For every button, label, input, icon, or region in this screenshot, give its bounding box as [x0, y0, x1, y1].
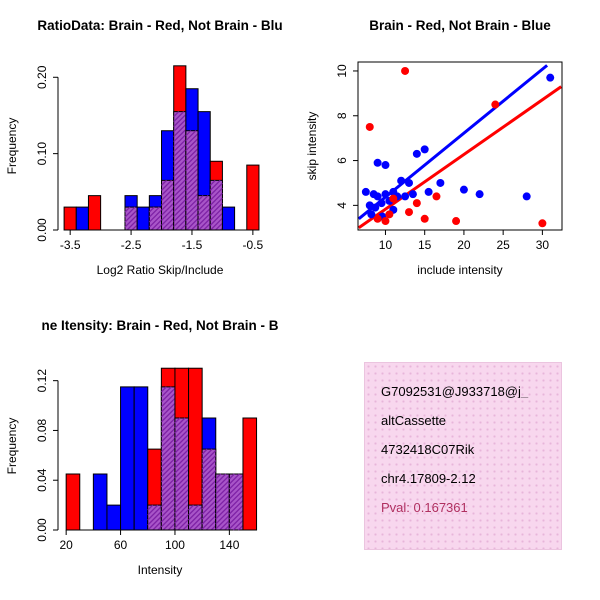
ratio-histogram-chart: -3.5 -2.5 -1.5 -0.5 0.00 0.10 0.20 RatioData: B…	[5, 18, 283, 277]
svg-text:0.08: 0.08	[35, 418, 49, 442]
svg-text:Frequency: Frequency	[5, 118, 19, 175]
svg-text:0.00: 0.00	[35, 518, 49, 542]
panel-intensity-scatter: 10 15 20 25 30 4 6 8 10 Brain - Red, Not Brain - …	[300, 0, 600, 300]
svg-text:0.10: 0.10	[35, 142, 49, 166]
svg-text:30: 30	[536, 238, 550, 252]
svg-text:-0.5: -0.5	[243, 238, 264, 252]
svg-text:25: 25	[496, 238, 510, 252]
svg-text:140: 140	[219, 538, 239, 552]
svg-text:-2.5: -2.5	[121, 238, 142, 252]
svg-text:20: 20	[457, 238, 471, 252]
info-line-pval: Pval: 0.167361	[381, 501, 468, 514]
svg-text:0.00: 0.00	[35, 218, 49, 242]
svg-text:Log2 Ratio Skip/Include: Log2 Ratio Skip/Include	[97, 263, 224, 277]
svg-text:include intensity: include intensity	[417, 263, 502, 277]
svg-text:0.04: 0.04	[35, 468, 49, 492]
svg-text:10: 10	[335, 64, 349, 78]
svg-text:Intensity: Intensity	[138, 563, 183, 577]
info-line-locus: chr4.17809-2.12	[381, 472, 476, 485]
svg-text:100: 100	[165, 538, 185, 552]
svg-text:4: 4	[335, 202, 349, 209]
svg-text:Frequency: Frequency	[5, 418, 19, 475]
svg-text:8: 8	[335, 112, 349, 119]
gene-intensity-histogram-chart: 20 60 100 140 0.00 0.04 0.08 0.12 ne Itensity: B…	[5, 318, 279, 577]
info-box: G7092531@J933718@j_ altCassette 4732418C…	[364, 362, 562, 550]
svg-text:RatioData: Brain - Red, Not Br: RatioData: Brain - Red, Not Brain - Blu	[37, 18, 282, 33]
info-line-event-type: altCassette	[381, 414, 447, 427]
info-line-gene-name: 4732418C07Rik	[381, 443, 475, 456]
svg-text:ne Itensity: Brain - Red, Not: ne Itensity: Brain - Red, Not Brain - B	[41, 318, 278, 333]
svg-text:-3.5: -3.5	[60, 238, 81, 252]
svg-text:15: 15	[418, 238, 432, 252]
panel-gene-info: G7092531@J933718@j_ altCassette 4732418C…	[300, 300, 600, 600]
svg-text:10: 10	[379, 238, 393, 252]
svg-text:6: 6	[335, 157, 349, 164]
svg-text:Brain - Red, Not Brain - Blue: Brain - Red, Not Brain - Blue	[369, 18, 551, 33]
svg-text:0.20: 0.20	[35, 65, 49, 89]
panel-ratio-histogram: -3.5 -2.5 -1.5 -0.5 0.00 0.10 0.20 RatioData: B…	[0, 0, 300, 300]
svg-text:60: 60	[114, 538, 128, 552]
svg-text:20: 20	[59, 538, 73, 552]
svg-text:skip intensity: skip intensity	[305, 112, 319, 181]
svg-text:-1.5: -1.5	[182, 238, 203, 252]
svg-text:0.12: 0.12	[35, 369, 49, 393]
panel-gene-intensity-histogram: 20 60 100 140 0.00 0.04 0.08 0.12 ne Itensity: B…	[0, 300, 300, 600]
info-line-probe-id: G7092531@J933718@j_	[381, 385, 529, 398]
intensity-scatter-chart: 10 15 20 25 30 4 6 8 10 Brain - Red, Not Brain - …	[305, 18, 563, 277]
